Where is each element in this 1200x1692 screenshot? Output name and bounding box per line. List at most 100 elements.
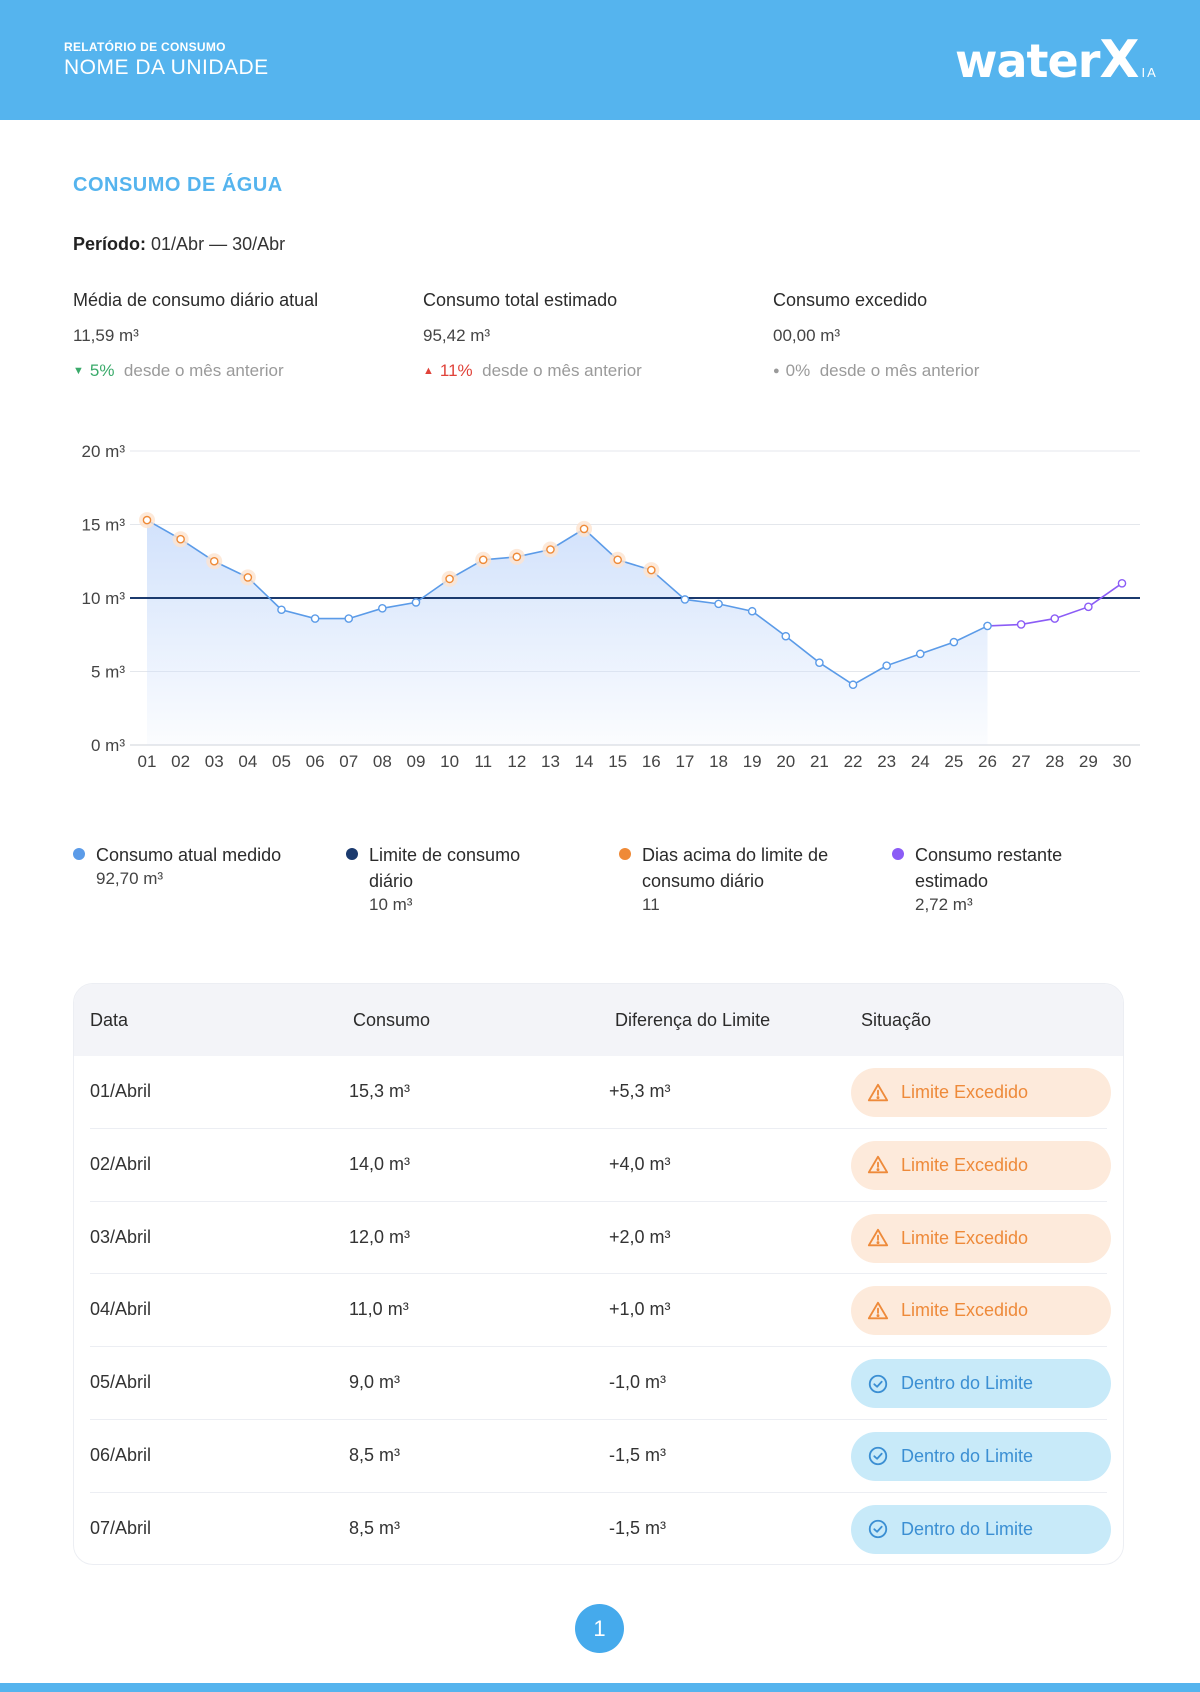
- above-limit-point: [209, 556, 219, 566]
- status-label: Dentro do Limite: [901, 1373, 1034, 1394]
- report-eyebrow: RELATÓRIO DE CONSUMO: [64, 40, 226, 54]
- legend-label: Consumo restante estimado: [915, 845, 1063, 891]
- measured-point: [781, 631, 791, 641]
- measured-point: [815, 658, 824, 667]
- metric-change-percent: 0%: [785, 361, 811, 380]
- y-tick-label: 20 m³: [82, 442, 126, 461]
- measured-point: [277, 605, 286, 615]
- x-tick-label: 19: [743, 752, 762, 771]
- cell-difference: -1,0 m³: [609, 1372, 667, 1393]
- above-limit-point: [445, 574, 454, 584]
- metric-exceeded: Consumo excedido 00,00 m³ ● 0% desde o mê…: [773, 290, 1103, 381]
- page-number: 1: [575, 1604, 624, 1653]
- table-body: 01/Abril 15,3 m³ +5,3 m³ Limite Excedido 02/…: [74, 1056, 1123, 1564]
- legend-value: 10 m³: [369, 895, 413, 914]
- metric-change-suffix: desde o mês anterior: [123, 361, 284, 380]
- estimated-point: [1016, 620, 1026, 629]
- measured-point: [747, 606, 757, 616]
- metric-change-suffix: desde o mês anterior: [482, 361, 642, 380]
- cell-difference: +2,0 m³: [609, 1226, 671, 1247]
- measured-point: [680, 595, 690, 604]
- metric-change: ▲ 11% desde o mês anterior: [423, 361, 753, 381]
- measured-point: [915, 649, 925, 659]
- cell-consumption: 8,5 m³: [349, 1517, 401, 1538]
- table-row: 04/Abril 11,0 m³ +1,0 m³ Limite Excedido: [90, 1274, 1111, 1348]
- cell-difference: +4,0 m³: [609, 1153, 671, 1174]
- table-row: 07/Abril 8,5 m³ -1,5 m³ Dentro do Limite: [90, 1493, 1111, 1564]
- x-tick-label: 01: [138, 752, 157, 771]
- x-tick-label: 02: [171, 752, 190, 771]
- arrow-up-icon: ▲: [423, 365, 434, 377]
- x-tick-label: 29: [1079, 752, 1098, 771]
- status-label: Limite Excedido: [901, 1154, 1029, 1175]
- metric-label: Consumo excedido: [773, 290, 928, 310]
- metric-value: 95,42 m³: [423, 326, 491, 345]
- column-header-consumption: Consumo: [353, 1010, 431, 1030]
- legend-dot-icon: [346, 848, 358, 860]
- cell-date: 06/Abril: [90, 1444, 152, 1465]
- table-row: 03/Abril 12,0 m³ +2,0 m³ Limite Excedido: [90, 1202, 1111, 1275]
- metric-change-percent: 5%: [89, 361, 115, 380]
- legend-estimated: Consumo restante estimado 2,72 m³: [892, 842, 1092, 915]
- table-row: 01/Abril 15,3 m³ +5,3 m³ Limite Excedido: [90, 1056, 1111, 1129]
- cell-date: 05/Abril: [90, 1372, 152, 1393]
- above-limit-point: [579, 524, 589, 534]
- legend-measured: Consumo atual medido 92,70 m³: [73, 842, 303, 889]
- cell-consumption: 11,0 m³: [349, 1299, 409, 1320]
- above-limit-point: [512, 552, 522, 562]
- legend-value: 2,72 m³: [915, 895, 973, 914]
- metric-change-suffix: desde o mês anterior: [819, 361, 980, 380]
- metric-change: ● 0% desde o mês anterior: [773, 361, 1103, 381]
- above-limit-point: [546, 545, 555, 554]
- measured-point: [882, 661, 891, 670]
- cell-consumption: 14,0 m³: [349, 1153, 411, 1174]
- x-tick-label: 22: [844, 752, 863, 771]
- waterx-logo: waterX IA: [955, 30, 1158, 90]
- metric-value: 11,59 m³: [73, 326, 139, 345]
- column-header-difference: Diferença do Limite: [615, 1010, 771, 1030]
- status-label: Dentro do Limite: [901, 1518, 1034, 1539]
- logo-suffix: IA: [1141, 65, 1158, 80]
- metric-total-estimated: Consumo total estimado 95,42 m³ ▲ 11% des…: [423, 290, 753, 381]
- column-header-status: Situação: [861, 1010, 932, 1030]
- metric-label: Média de consumo diário atual: [73, 290, 319, 310]
- status-badge: Limite Excedido: [851, 1213, 1111, 1263]
- estimated-point: [1050, 614, 1060, 623]
- x-tick-label: 13: [541, 752, 560, 771]
- x-tick-label: 28: [1045, 752, 1064, 771]
- x-tick-label: 15: [608, 752, 627, 771]
- estimated-point: [1117, 578, 1127, 588]
- cell-date: 01/Abril: [90, 1081, 152, 1101]
- logo-x: X: [1099, 30, 1140, 90]
- status-badge: Dentro do Limite: [851, 1359, 1111, 1409]
- x-tick-label: 23: [877, 752, 896, 771]
- consumption-chart-svg: 0 m³ 5 m³ 10 m³ 15 m³ 20 m³ 01 02 03 04 05 06 07 08 0…: [82, 442, 1140, 771]
- x-tick-label: 24: [911, 752, 930, 771]
- period-label: Período:: [73, 234, 147, 254]
- status-label: Limite Excedido: [901, 1227, 1029, 1248]
- check-circle-icon: [867, 1518, 889, 1540]
- table-header: Data Consumo Diferença do Limite Situaçã…: [74, 984, 1123, 1056]
- measured-point: [983, 621, 992, 631]
- status-label: Limite Excedido: [901, 1082, 1029, 1102]
- y-tick-label: 10 m³: [82, 589, 126, 608]
- column-header-date: Data: [90, 1010, 129, 1030]
- above-limit-point: [478, 555, 488, 565]
- warning-icon: [867, 1154, 889, 1176]
- x-tick-label: 26: [978, 752, 997, 771]
- cell-difference: +5,3 m³: [609, 1081, 671, 1101]
- x-tick-label: 20: [776, 752, 795, 771]
- warning-icon: [867, 1227, 889, 1249]
- cell-date: 04/Abril: [90, 1299, 152, 1320]
- metric-change-percent: 11%: [439, 361, 473, 380]
- x-tick-label: 08: [373, 752, 392, 771]
- measured-point: [848, 680, 858, 690]
- cell-consumption: 12,0 m³: [349, 1226, 411, 1247]
- legend-label: Dias acima do limite de consumo diário: [642, 845, 829, 891]
- above-limit-point: [613, 555, 622, 565]
- x-tick-label: 03: [205, 752, 224, 771]
- arrow-down-icon: ▼: [73, 365, 84, 377]
- legend-label: Limite de consumo diário: [369, 845, 521, 891]
- x-tick-label: 18: [709, 752, 728, 771]
- y-tick-label: 15 m³: [82, 516, 126, 535]
